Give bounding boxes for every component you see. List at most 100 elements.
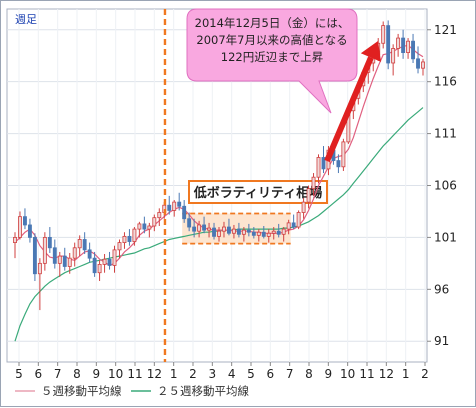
candle-body xyxy=(23,216,27,226)
candle-body xyxy=(52,247,57,264)
low-volatility-label: 低ボラティリティ相場 xyxy=(193,185,322,201)
candle xyxy=(212,222,216,240)
x-tick-label: 1 xyxy=(402,367,410,381)
candle-body xyxy=(87,249,92,259)
period-label: 週足 xyxy=(15,13,37,26)
candle-body xyxy=(217,230,221,237)
candle-body xyxy=(311,176,316,190)
candle-body xyxy=(306,188,311,203)
candle-body xyxy=(227,226,231,234)
candle-body xyxy=(207,227,211,231)
callout-line-1: 2014年12月5日（金）には、 xyxy=(195,16,350,30)
candle xyxy=(167,195,172,215)
candle-body xyxy=(167,204,172,211)
candle-body xyxy=(406,40,411,54)
candle-body xyxy=(127,235,132,242)
candle xyxy=(336,154,341,174)
candle xyxy=(261,225,266,239)
candle xyxy=(381,21,386,49)
candle xyxy=(152,214,157,232)
y-axis: 91 96 101 106 111 116 121 xyxy=(427,23,457,348)
candle-body xyxy=(401,37,406,54)
candle-body xyxy=(122,235,127,244)
candle xyxy=(246,223,251,237)
candle-body xyxy=(391,48,396,64)
candle-body xyxy=(102,258,107,265)
candle-body xyxy=(72,247,77,259)
candle xyxy=(92,251,97,277)
x-axis: 5 6 7 8 9 10 11 12 1 2 3 4 5 6 7 8 9 10 11 12 1 2 xyxy=(15,362,429,381)
candle-body xyxy=(18,216,22,238)
candle xyxy=(227,218,231,236)
candle xyxy=(341,138,346,171)
candle-body xyxy=(236,228,241,235)
candle xyxy=(316,154,321,184)
y-tick-label: 121 xyxy=(434,23,457,37)
x-tick-label: 12 xyxy=(147,367,162,381)
x-tick-label: 3 xyxy=(209,367,217,381)
x-tick-label: 5 xyxy=(247,367,255,381)
candle-body xyxy=(132,228,137,242)
candle xyxy=(187,212,192,232)
candle-body xyxy=(286,222,291,230)
x-tick-label: 9 xyxy=(325,367,333,381)
candle-body xyxy=(281,228,286,235)
candle-body xyxy=(112,249,117,266)
y-tick-label: 101 xyxy=(434,230,457,244)
candle xyxy=(117,239,122,259)
candle xyxy=(102,254,107,273)
candle-body xyxy=(276,230,281,235)
candle-body xyxy=(421,61,425,69)
trend-arrow xyxy=(324,41,382,163)
x-tick-label: 6 xyxy=(35,367,43,381)
candle-body xyxy=(296,212,301,228)
candle-body xyxy=(256,231,261,236)
candle xyxy=(147,222,152,238)
candle-body xyxy=(246,229,251,233)
candle xyxy=(421,58,425,76)
callout-line-3: 122円近辺まで上昇 xyxy=(221,50,323,64)
candle-body xyxy=(212,227,216,237)
candle xyxy=(241,227,246,242)
candle-body xyxy=(386,25,391,64)
candle xyxy=(231,224,236,239)
candle-body xyxy=(82,239,87,251)
candle xyxy=(52,239,57,269)
candle-body xyxy=(137,223,142,230)
candle xyxy=(137,221,142,238)
candle xyxy=(271,227,276,240)
candle xyxy=(401,29,406,59)
candle xyxy=(296,210,301,230)
x-tick-label: 10 xyxy=(108,367,123,381)
candle xyxy=(13,232,17,259)
candle xyxy=(396,33,401,57)
candle xyxy=(217,227,221,242)
candle xyxy=(27,218,32,243)
candle-body xyxy=(182,205,187,220)
candle xyxy=(256,229,261,242)
candle-body xyxy=(62,255,67,267)
candle-body xyxy=(241,229,246,235)
legend-ma5-label: ５週移動平均線 xyxy=(41,384,122,398)
candle xyxy=(291,214,296,230)
candle xyxy=(72,242,77,267)
candle-body xyxy=(202,224,207,231)
x-tick-label: 10 xyxy=(340,367,355,381)
candle-body xyxy=(192,226,197,232)
candle xyxy=(386,20,391,70)
candle xyxy=(192,218,197,238)
candle-body xyxy=(321,157,326,170)
candle xyxy=(87,242,92,263)
candle-body xyxy=(107,258,112,266)
x-tick-label: 11 xyxy=(127,367,142,381)
candle xyxy=(182,200,187,223)
candle xyxy=(266,229,271,243)
candle-body xyxy=(341,141,346,168)
candle xyxy=(177,192,182,211)
candle xyxy=(306,185,311,209)
candle xyxy=(42,232,47,271)
x-tick-label: 4 xyxy=(228,367,236,381)
candle-body xyxy=(13,237,17,244)
x-tick-label: 2 xyxy=(421,367,429,381)
